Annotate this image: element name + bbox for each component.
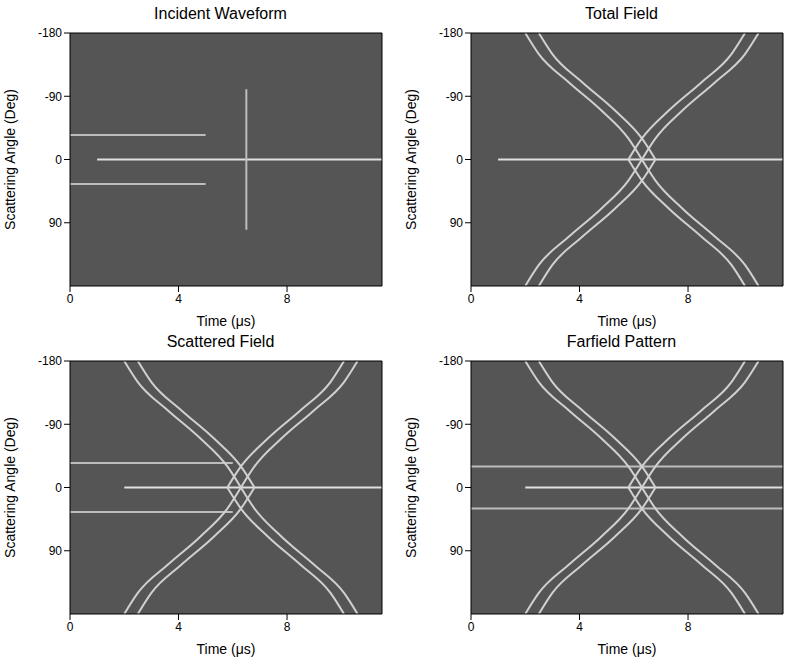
svg-text:Scattering Angle (Deg): Scattering Angle (Deg)	[403, 417, 419, 558]
svg-text:8: 8	[685, 620, 692, 634]
html-text:Incident Waveform: Incident Waveform	[154, 5, 287, 22]
svg-text:Time (μs): Time (μs)	[197, 641, 256, 657]
svg-text:90: 90	[450, 216, 464, 230]
svg-text:0: 0	[456, 481, 463, 495]
svg-text:Time (μs): Time (μs)	[598, 641, 657, 657]
svg-text:4: 4	[175, 620, 182, 634]
svg-text:4: 4	[576, 292, 583, 306]
svg-text:8: 8	[685, 292, 692, 306]
svg-text:0: 0	[456, 153, 463, 167]
svg-text:4: 4	[175, 292, 182, 306]
svg-text:-180: -180	[439, 354, 463, 368]
svg-text:-90: -90	[45, 90, 63, 104]
svg-text:0: 0	[55, 481, 62, 495]
svg-text:4: 4	[576, 620, 583, 634]
html-text:Farfield Pattern: Farfield Pattern	[566, 333, 677, 350]
svg-text:Time (μs): Time (μs)	[197, 313, 256, 329]
svg-text:0: 0	[67, 620, 74, 634]
svg-text:0: 0	[468, 620, 475, 634]
svg-text:Time (μs): Time (μs)	[598, 313, 657, 329]
svg-text:90: 90	[49, 216, 63, 230]
svg-text:Scattering Angle (Deg): Scattering Angle (Deg)	[403, 89, 419, 230]
svg-text:90: 90	[450, 544, 464, 558]
html-text:Scattered Field: Scattered Field	[166, 333, 275, 350]
svg-text:Scattering Angle (Deg): Scattering Angle (Deg)	[2, 89, 18, 230]
svg-text:Scattering Angle (Deg): Scattering Angle (Deg)	[2, 417, 18, 558]
svg-text:-90: -90	[446, 90, 464, 104]
svg-text:-180: -180	[38, 26, 62, 40]
svg-text:0: 0	[468, 292, 475, 306]
svg-text:8: 8	[284, 292, 291, 306]
svg-text:90: 90	[49, 544, 63, 558]
svg-text:8: 8	[284, 620, 291, 634]
svg-text:-90: -90	[45, 418, 63, 432]
html-text:Total Field: Total Field	[585, 5, 658, 22]
svg-text:-180: -180	[439, 26, 463, 40]
svg-text:0: 0	[55, 153, 62, 167]
svg-text:-90: -90	[446, 418, 464, 432]
svg-text:-180: -180	[38, 354, 62, 368]
svg-text:0: 0	[67, 292, 74, 306]
